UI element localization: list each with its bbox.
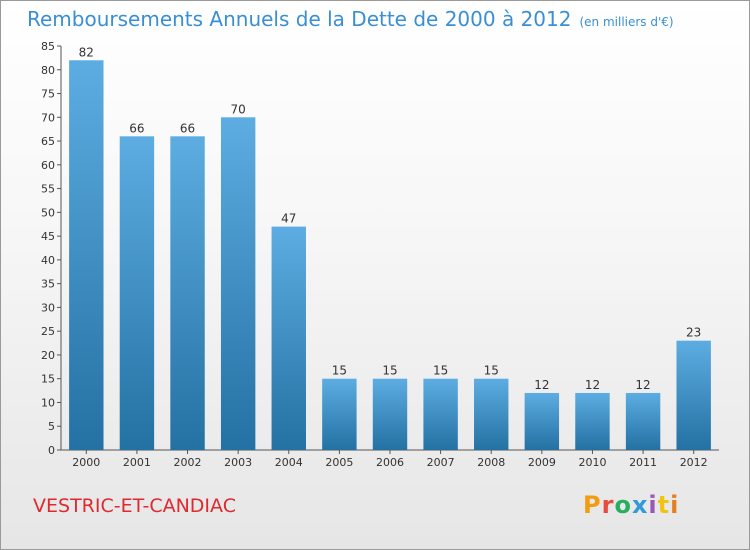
y-tick-label: 55: [41, 183, 55, 196]
logo-letter: x: [631, 491, 649, 519]
x-tick-label-2008: 2008: [477, 456, 505, 469]
data-label-2007: 15: [433, 364, 448, 378]
axes: 0 5 10 15 20 25 30 35 40 45 50 55 60 65 70 75 80 85 2000 20…: [41, 40, 719, 469]
data-label-2012: 23: [686, 326, 701, 340]
y-tick-label: 85: [41, 40, 55, 53]
y-tick-label: 0: [48, 444, 55, 457]
data-label-2004: 47: [281, 212, 296, 226]
y-tick-label: 60: [41, 159, 55, 172]
y-tick-label: 65: [41, 135, 55, 148]
y-tick-label: 10: [41, 396, 55, 409]
y-tick-label: 20: [41, 349, 55, 362]
proxiti-logo: Proxiti: [583, 491, 679, 519]
y-tick-label: 30: [41, 301, 55, 314]
data-label-2011: 12: [635, 378, 650, 392]
bars: 82 66 66 70 47 15 15 15 15 12 12 12 23: [69, 45, 711, 451]
bar-2004: [271, 226, 306, 450]
y-tick-label: 80: [41, 64, 55, 77]
x-tick-label-2011: 2011: [629, 456, 657, 469]
bar-2011: [625, 392, 661, 450]
x-tick-label-2005: 2005: [325, 456, 353, 469]
logo-letter: P: [583, 491, 602, 519]
bar-2006: [372, 378, 408, 450]
x-tick-label-2000: 2000: [72, 456, 100, 469]
bar-2002: [170, 136, 205, 450]
bar-2009: [524, 392, 560, 450]
bar-2008: [474, 378, 509, 450]
logo-letter: r: [601, 491, 615, 519]
data-label-2000: 82: [79, 45, 94, 59]
y-tick-label: 5: [48, 420, 55, 433]
data-label-2010: 12: [585, 378, 600, 392]
logo-letter: o: [614, 491, 632, 519]
data-label-2002: 66: [180, 121, 195, 135]
chart-title: Remboursements Annuels de la Dette de 20…: [27, 7, 674, 31]
data-label-2001: 66: [129, 121, 144, 135]
chart-title-text: Remboursements Annuels de la Dette de 20…: [27, 7, 572, 31]
bar-2003: [220, 117, 256, 450]
bar-2010: [575, 392, 610, 450]
data-label-2006: 15: [382, 364, 397, 378]
bar-2000: [69, 60, 104, 451]
data-label-2005: 15: [332, 364, 347, 378]
y-tick-label: 40: [41, 254, 55, 267]
y-tick-label: 45: [41, 230, 55, 243]
logo-letter: i: [670, 491, 680, 519]
bar-2005: [322, 378, 357, 450]
commune-name: VESTRIC-ET-CANDIAC: [33, 495, 236, 517]
y-tick-label: 75: [41, 88, 55, 101]
y-tick-label: 15: [41, 373, 55, 386]
x-tick-label-2004: 2004: [275, 456, 303, 469]
x-tick-label-2003: 2003: [224, 456, 252, 469]
x-tick-label-2001: 2001: [123, 456, 151, 469]
x-tick-label-2007: 2007: [427, 456, 455, 469]
bar-2012: [676, 340, 711, 450]
x-tick-label-2006: 2006: [376, 456, 404, 469]
bar-2007: [423, 378, 458, 450]
chart-unit: (en milliers d'€): [579, 15, 674, 29]
x-tick-label-2009: 2009: [528, 456, 556, 469]
x-tick-label-2012: 2012: [680, 456, 708, 469]
data-label-2003: 70: [231, 102, 246, 116]
data-label-2009: 12: [534, 378, 549, 392]
y-tick-label: 35: [41, 278, 55, 291]
y-tick-label: 50: [41, 206, 55, 219]
y-tick-label: 70: [41, 111, 55, 124]
logo-letter: i: [648, 491, 658, 519]
x-tick-label-2002: 2002: [174, 456, 202, 469]
bar-2001: [119, 136, 155, 450]
logo-letter: t: [657, 491, 671, 519]
y-tick-label: 25: [41, 325, 55, 338]
x-tick-label-2010: 2010: [578, 456, 606, 469]
data-label-2008: 15: [484, 364, 499, 378]
